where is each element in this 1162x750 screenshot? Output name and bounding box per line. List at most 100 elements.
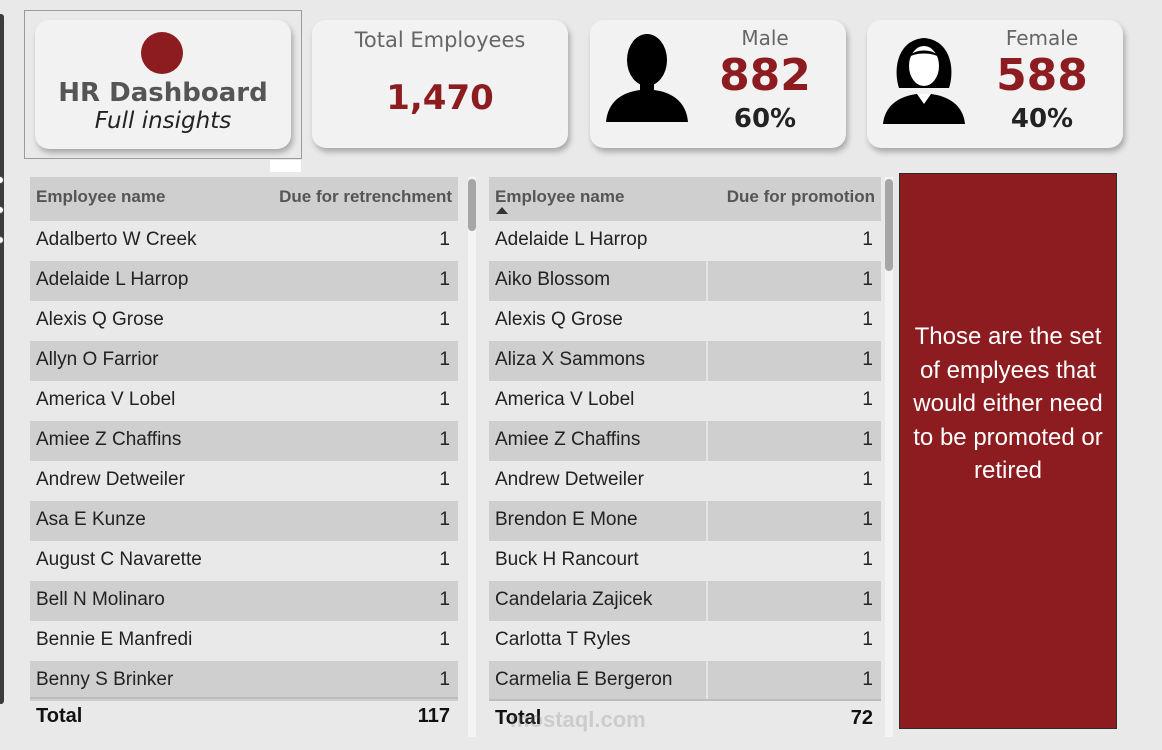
employee-name-cell: Alexis Q Grose	[36, 309, 164, 330]
value-cell: 1	[862, 349, 873, 370]
logo-selection-frame	[24, 10, 302, 159]
employee-name-cell: Amiee Z Chaffins	[495, 429, 641, 450]
employee-name-cell: Aliza X Sammons	[495, 349, 645, 370]
dashboard-subtitle: Full insights	[94, 108, 232, 134]
table-row[interactable]: America V Lobel 1	[489, 381, 881, 421]
table-total-row: Total 117	[30, 697, 458, 727]
value-cell: 1	[862, 509, 873, 530]
table-row[interactable]: Amiee Z Chaffins 1	[489, 421, 881, 461]
sort-ascending-icon[interactable]	[496, 207, 508, 214]
table-row[interactable]: Andrew Detweiler 1	[30, 461, 458, 501]
table-row[interactable]: Adelaide L Harrop 1	[489, 221, 881, 261]
female-card[interactable]: Female 588 40%	[867, 20, 1123, 148]
employee-name-cell: Andrew Detweiler	[36, 469, 185, 490]
female-silhouette-icon	[883, 38, 965, 124]
employee-name-cell: Adelaide L Harrop	[36, 269, 189, 290]
employee-name-cell: Brendon E Mone	[495, 509, 638, 530]
value-cell: 1	[862, 429, 873, 450]
table-row[interactable]: Adalberto W Creek 1	[30, 221, 458, 261]
column-header-employee-name[interactable]: Employee name	[36, 187, 166, 206]
table-row[interactable]: Adelaide L Harrop 1	[30, 261, 458, 301]
logo-dot-icon	[141, 32, 183, 74]
value-cell: 1	[439, 469, 450, 490]
employee-name-cell: Carmelia E Bergeron	[495, 669, 673, 690]
table-row[interactable]: August C Navarette 1	[30, 541, 458, 581]
table-row[interactable]: Carmelia E Bergeron 1	[489, 661, 881, 701]
table-row[interactable]: Alexis Q Grose 1	[30, 301, 458, 341]
table-total-row: Total 72	[489, 699, 881, 729]
value-cell: 1	[862, 629, 873, 650]
column-header-due-for-retrenchment[interactable]: Due for retrenchment	[279, 187, 452, 206]
total-value: 72	[850, 707, 873, 729]
employee-name-cell: Amiee Z Chaffins	[36, 429, 182, 450]
table-row[interactable]: America V Lobel 1	[30, 381, 458, 421]
employee-name-cell: Andrew Detweiler	[495, 469, 644, 490]
table-body: Adelaide L Harrop 1 Aiko Blossom 1 Alexis Q …	[489, 221, 881, 701]
value-cell: 1	[439, 349, 450, 370]
male-silhouette-icon	[606, 34, 688, 122]
employee-name-cell: Alexis Q Grose	[495, 309, 623, 330]
value-cell: 1	[439, 549, 450, 570]
employee-name-cell: Candelaria Zajicek	[495, 589, 653, 610]
scrollbar-thumb[interactable]	[468, 179, 476, 231]
employee-name-cell: Asa E Kunze	[36, 509, 146, 530]
value-cell: 1	[862, 389, 873, 410]
scrollbar-thumb[interactable]	[885, 179, 893, 271]
table-header[interactable]: Employee name Due for promotion	[489, 177, 881, 221]
table-row[interactable]: Candelaria Zajicek 1	[489, 581, 881, 621]
table-row[interactable]: Aliza X Sammons 1	[489, 341, 881, 381]
table-row[interactable]: Benny S Brinker 1	[30, 661, 458, 701]
table-row[interactable]: Allyn O Farrior 1	[30, 341, 458, 381]
table-row[interactable]: Buck H Rancourt 1	[489, 541, 881, 581]
female-percentage: 40%	[1010, 104, 1074, 134]
male-card[interactable]: Male 882 60%	[590, 20, 846, 148]
value-cell: 1	[439, 629, 450, 650]
value-cell: 1	[862, 589, 873, 610]
total-employees-label: Total Employees	[354, 28, 526, 52]
value-cell: 1	[439, 389, 450, 410]
retrenchment-table: Employee name Due for retrenchment Adalb…	[30, 177, 458, 727]
table-row[interactable]: Bell N Molinaro 1	[30, 581, 458, 621]
total-employees-card[interactable]: Total Employees 1,470	[312, 20, 568, 148]
dashboard-title: HR Dashboard	[58, 78, 268, 108]
table-row[interactable]: Bennie E Manfredi 1	[30, 621, 458, 661]
promotion-scrollbar[interactable]	[885, 177, 893, 737]
value-cell: 1	[862, 469, 873, 490]
value-cell: 1	[439, 229, 450, 250]
table-row[interactable]: Aiko Blossom 1	[489, 261, 881, 301]
employee-name-cell: America V Lobel	[36, 389, 176, 410]
value-cell: 1	[439, 509, 450, 530]
employee-name-cell: Carlotta T Ryles	[495, 629, 631, 650]
retrenchment-scrollbar[interactable]	[468, 177, 476, 737]
watermark: mostaql.com	[510, 707, 646, 732]
table-row[interactable]: Asa E Kunze 1	[30, 501, 458, 541]
table-row[interactable]: Carlotta T Ryles 1	[489, 621, 881, 661]
value-cell: 1	[862, 229, 873, 250]
value-cell: 1	[862, 669, 873, 690]
promotion-table: Employee name Due for promotion Adelaide…	[489, 177, 881, 729]
value-cell: 1	[439, 589, 450, 610]
table-row[interactable]: Amiee Z Chaffins 1	[30, 421, 458, 461]
employee-name-cell: Adalberto W Creek	[36, 229, 197, 250]
employee-name-cell: Bell N Molinaro	[36, 589, 165, 610]
employee-name-cell: America V Lobel	[495, 389, 635, 410]
table-row[interactable]: Brendon E Mone 1	[489, 501, 881, 541]
employee-name-cell: Aiko Blossom	[495, 269, 611, 290]
total-label: Total	[495, 707, 542, 729]
male-percentage: 60%	[733, 104, 797, 134]
value-cell: 1	[439, 269, 450, 290]
logo-card[interactable]: HR Dashboard Full insights	[35, 20, 291, 149]
value-cell: 1	[439, 429, 450, 450]
table-row[interactable]: Alexis Q Grose 1	[489, 301, 881, 341]
column-header-employee-name[interactable]: Employee name	[495, 187, 625, 206]
employee-name-cell: August C Navarette	[36, 549, 202, 570]
value-cell: 1	[862, 549, 873, 570]
column-header-due-for-promotion[interactable]: Due for promotion	[726, 187, 875, 206]
left-panel-edge[interactable]	[0, 14, 4, 704]
total-label: Total	[36, 705, 83, 727]
table-row[interactable]: Andrew Detweiler 1	[489, 461, 881, 501]
employee-name-cell: Benny S Brinker	[36, 669, 174, 690]
table-header[interactable]: Employee name Due for retrenchment	[30, 177, 458, 221]
employee-name-cell: Allyn O Farrior	[36, 349, 159, 370]
employee-name-cell: Adelaide L Harrop	[495, 229, 648, 250]
